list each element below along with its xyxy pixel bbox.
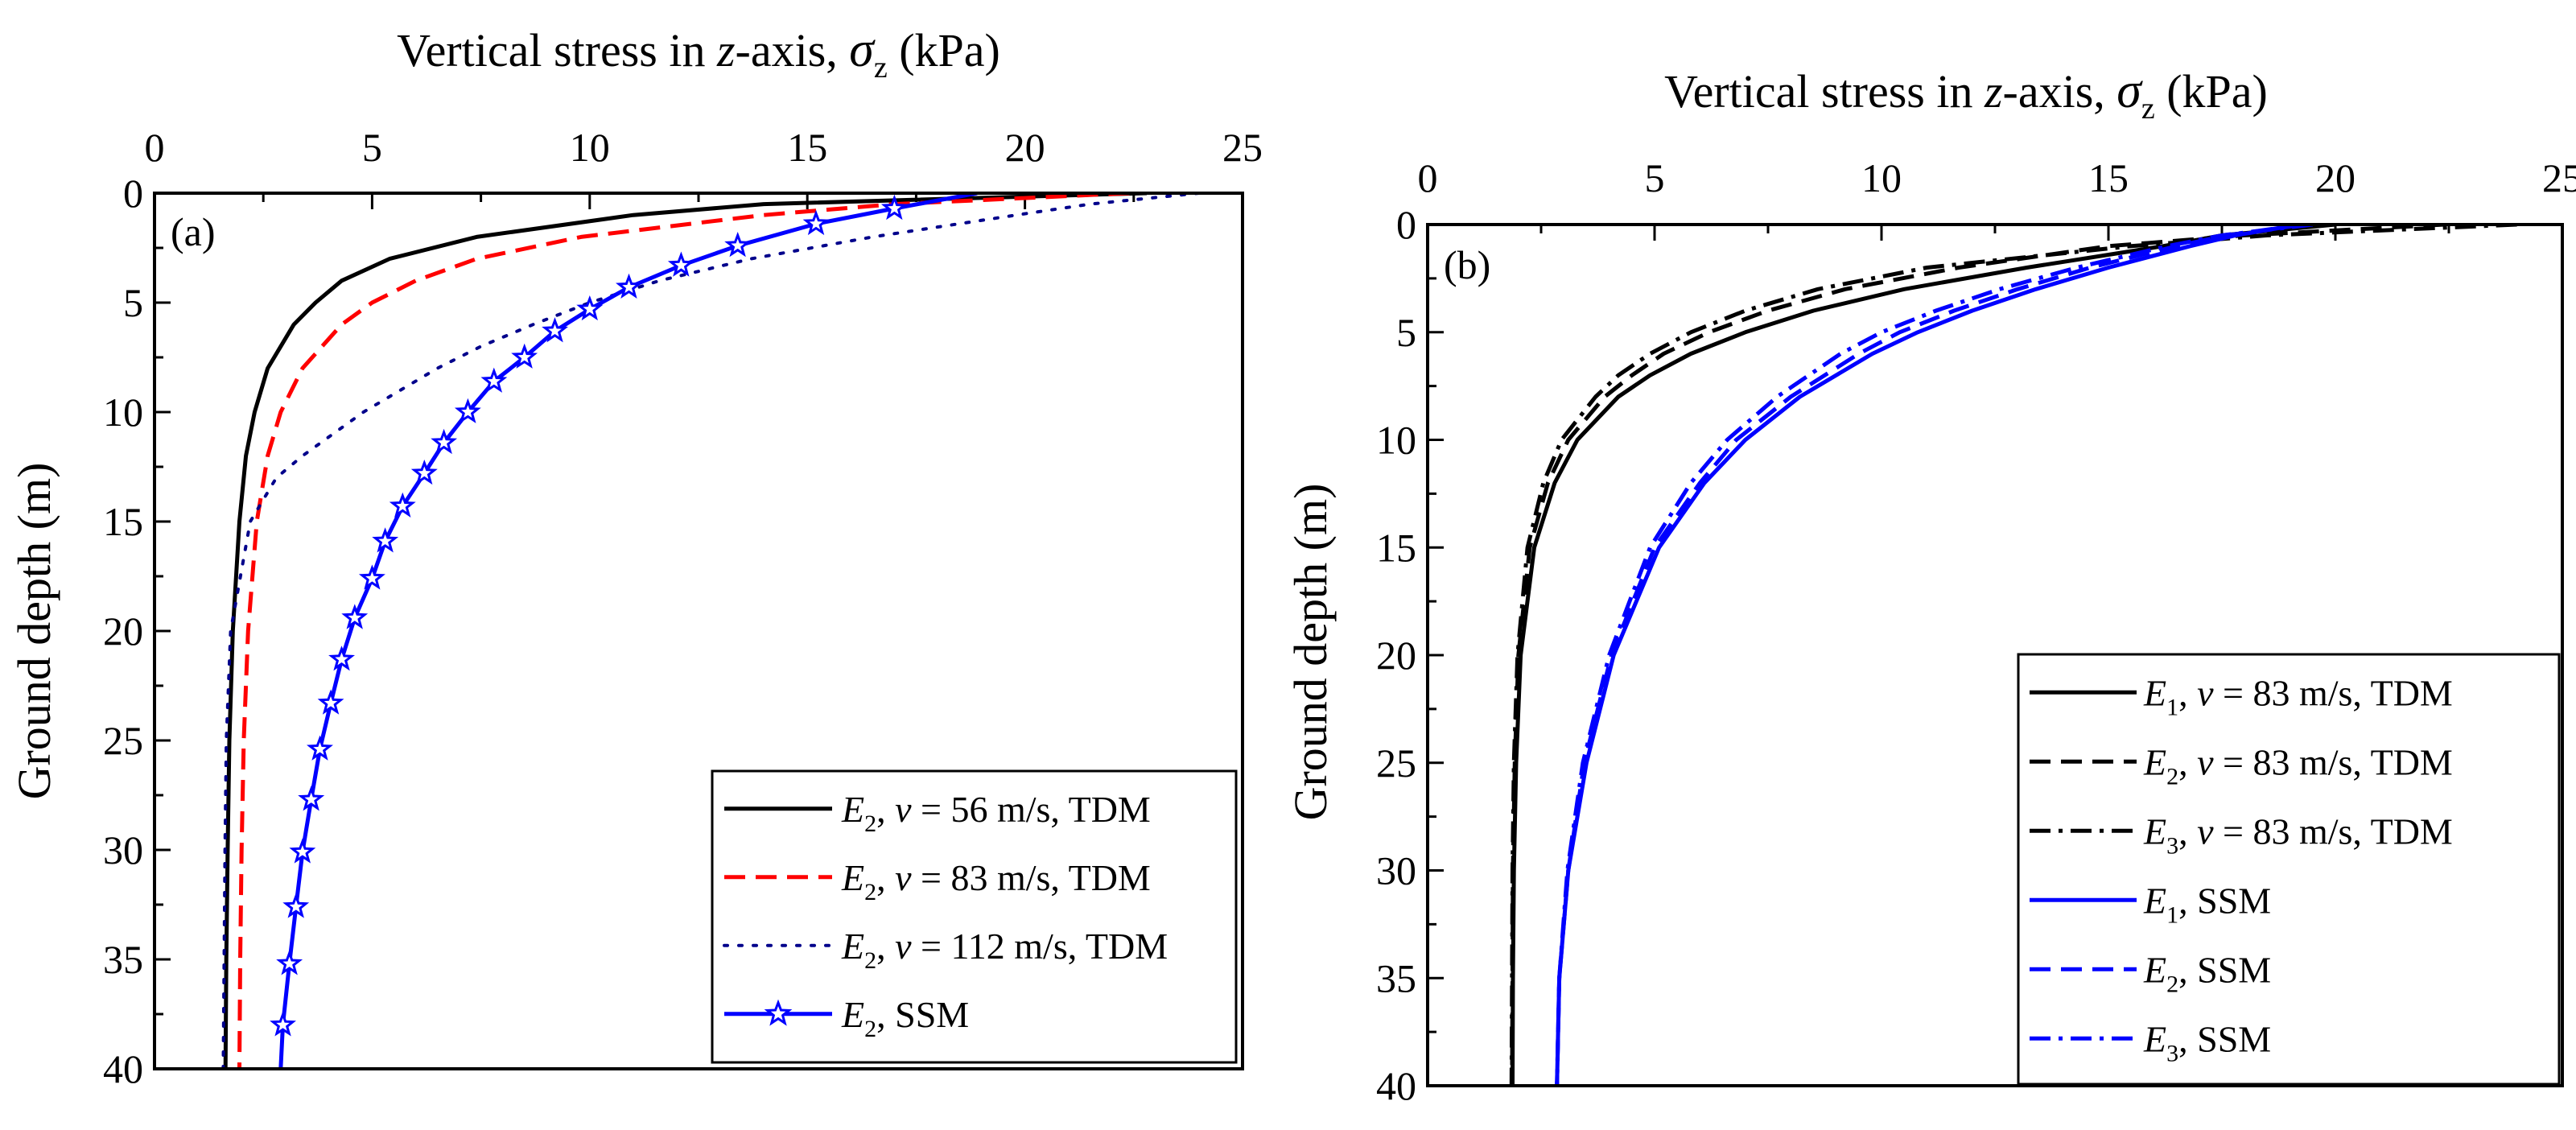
panel-a: Vertical stress in z-axis, σz (kPa) Groun… [8,23,1263,1091]
y-tick-label: 10 [1376,418,1416,463]
x-tick-label: 5 [362,125,382,170]
x-tick-label: 15 [787,125,827,170]
x-tick-label: 0 [145,125,165,170]
series-marker [410,459,438,485]
y-tick-label: 40 [103,1046,143,1091]
y-tick-label: 0 [1396,202,1416,247]
series-marker [372,527,399,553]
series-marker [389,492,416,518]
series-marker [431,428,458,455]
y-tick-label: 15 [103,499,143,544]
series-marker [480,367,508,393]
y-tick-label: 20 [1376,633,1416,678]
x-tick-label: 20 [1005,125,1045,170]
y-axis-label: Ground depth (m) [1284,484,1337,821]
y-tick-label: 30 [103,827,143,872]
x-tick-label: 10 [1861,155,1902,200]
series-line-1 [223,193,1148,1069]
legend-label: E2, v = 112 m/s, TDM [841,926,1168,974]
y-tick-label: 15 [1376,525,1416,570]
legend-label: E1, v = 83 m/s, TDM [2143,672,2453,720]
series-marker [317,689,344,715]
y-tick-label: 25 [1376,740,1416,786]
legend-box [2017,653,2561,1086]
x-tick-label: 25 [1222,125,1263,170]
legend: E1, v = 83 m/s, TDM E2, v = 83 m/s, TDM E3… [2017,653,2561,1086]
series-marker [616,273,642,299]
series-marker [880,194,908,221]
x-tick-label: 0 [1418,155,1438,200]
y-tick-label: 30 [1376,848,1416,893]
y-tick-label: 25 [103,718,143,763]
legend-label: E2, SSM [841,994,969,1042]
series-marker [576,295,604,321]
x-tick-label: 15 [2088,155,2129,200]
series-line-2 [237,193,1130,1069]
series-marker [511,343,538,369]
y-axis-label: Ground depth (m) [8,463,60,800]
series-marker [358,564,385,590]
panel-b: Vertical stress in z-axis, σz (kPa) Groun… [1284,64,2576,1108]
series-marker [270,1011,296,1037]
series-marker [282,893,310,918]
plot-frame [1426,223,2564,1087]
series-line-3 [221,193,1201,1069]
x-tick-label: 25 [2542,155,2576,200]
series-marker [724,231,752,258]
series-marker [298,786,325,811]
legend-label: E2, v = 83 m/s, TDM [2143,741,2453,790]
panel-label: (a) [171,209,216,254]
series-marker [542,317,568,343]
y-tick-label: 10 [103,390,143,435]
series-marker [454,398,481,423]
y-tick-label: 35 [103,937,143,982]
x-tick-label: 10 [570,125,610,170]
panel-label: (b) [1444,242,1490,287]
legend-label: E1, SSM [2143,880,2271,928]
series-line-6 [1555,225,2314,1086]
x-tick-label: 5 [1645,155,1665,200]
y-tick-label: 5 [1396,310,1416,355]
y-tick-label: 35 [1376,955,1416,1000]
series-marker [307,735,333,761]
x-tick-label: 20 [2315,155,2355,200]
plot-frame [153,192,1244,1070]
chart-title: Vertical stress in z-axis, σz (kPa) [1664,64,2268,126]
y-tick-label: 20 [103,608,143,654]
y-tick-label: 40 [1376,1063,1416,1108]
y-tick-label: 0 [123,171,143,216]
legend-label: E2, v = 83 m/s, TDM [841,857,1151,905]
series-marker [276,950,303,975]
series-marker [667,251,694,277]
legend-label: E2, SSM [2143,949,2271,997]
series-marker [289,838,316,864]
series-marker [802,209,830,236]
legend-marker [764,999,793,1026]
series-line-3 [1509,225,2517,1086]
series-marker [341,604,369,629]
legend-label: E3, v = 83 m/s, TDM [2143,810,2453,859]
chart-title: Vertical stress in z-axis, σz (kPa) [397,23,1000,85]
series-marker [328,645,355,671]
legend: E2, v = 56 m/s, TDM E2, v = 83 m/s, TDM E2… [711,769,1238,1064]
y-tick-label: 5 [123,280,143,325]
legend-label: E3, SSM [2143,1018,2271,1066]
legend-label: E2, v = 56 m/s, TDM [841,789,1151,837]
